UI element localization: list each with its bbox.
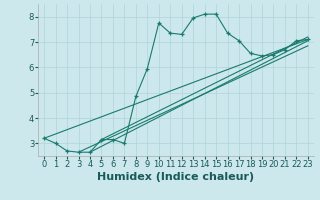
X-axis label: Humidex (Indice chaleur): Humidex (Indice chaleur) [97, 172, 255, 182]
